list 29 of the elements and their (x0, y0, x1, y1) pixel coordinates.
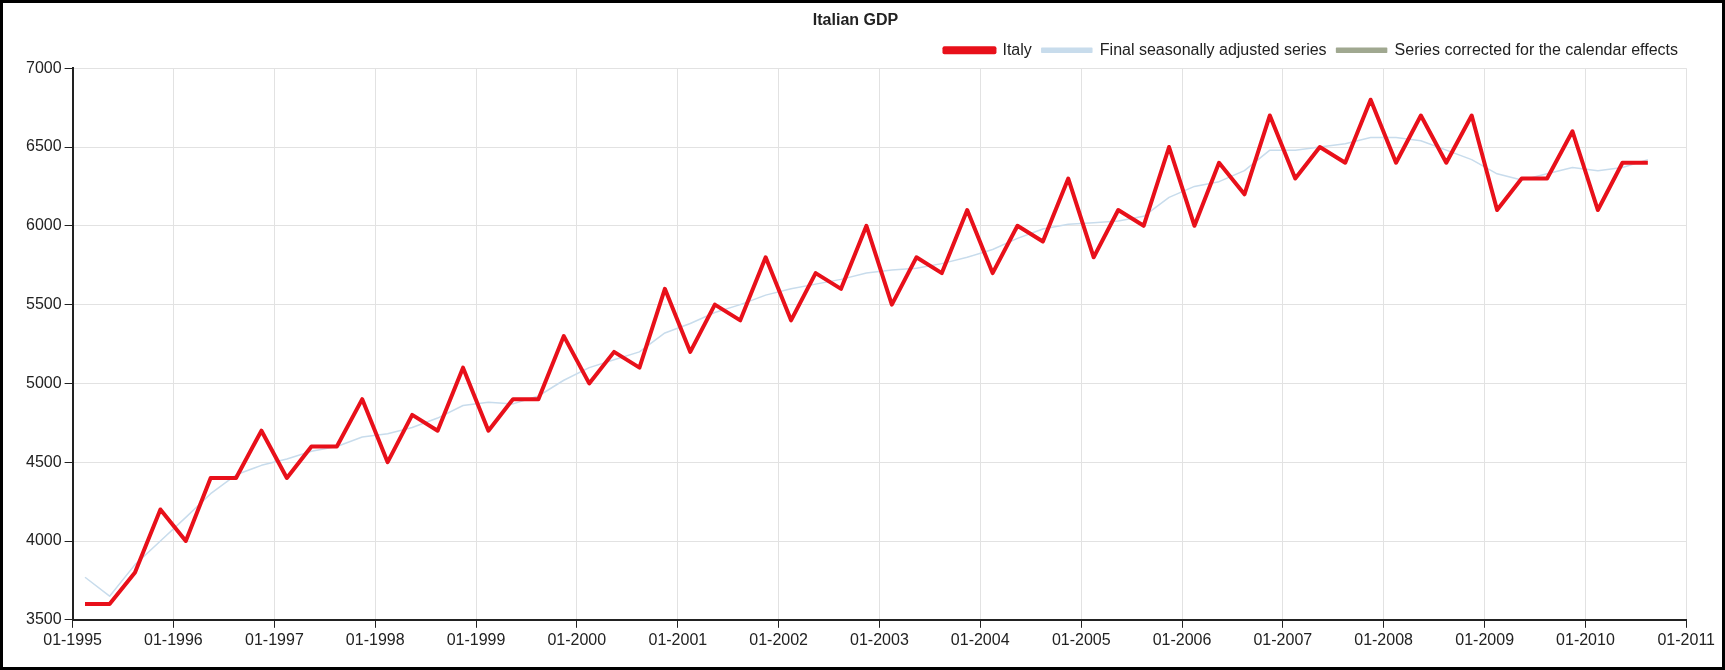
x-tick-label: 01-2010 (1556, 630, 1615, 648)
y-tick-label: 3500 (26, 610, 62, 628)
legend-label: Italy (1002, 40, 1032, 58)
y-tick-label: 5000 (26, 373, 62, 391)
y-tick-label: 6500 (26, 137, 62, 155)
x-tick-label: 01-2007 (1253, 630, 1313, 648)
y-tick-label: 5500 (26, 295, 62, 313)
x-tick-label: 01-2002 (749, 630, 809, 648)
x-tick-label: 01-2001 (648, 630, 708, 648)
y-tick-label: 4500 (26, 452, 62, 470)
x-tick-label: 01-1996 (144, 630, 203, 648)
x-tick-label: 01-1997 (245, 630, 304, 648)
x-tick-label: 01-2008 (1354, 630, 1414, 648)
x-tick-label: 01-2004 (950, 630, 1010, 648)
x-tick-label: 01-2000 (547, 630, 607, 648)
x-tick-label: 01-2009 (1455, 630, 1515, 648)
x-tick-label: 01-1995 (43, 630, 103, 648)
y-tick-label: 7000 (26, 58, 62, 76)
x-tick-label: 01-2003 (850, 630, 909, 648)
x-tick-label: 01-1999 (446, 630, 506, 648)
legend-label: Series corrected for the calendar effects (1394, 40, 1678, 58)
x-tick-label: 01-2011 (1657, 630, 1716, 648)
x-tick-label: 01-2005 (1051, 630, 1111, 648)
chart-title: Italian GDP (812, 11, 899, 29)
x-tick-label: 01-2006 (1152, 630, 1212, 648)
y-tick-label: 4000 (26, 531, 62, 549)
x-tick-label: 01-1998 (345, 630, 405, 648)
legend-label: Final seasonally adjusted series (1099, 40, 1327, 58)
y-tick-label: 6000 (26, 216, 62, 234)
